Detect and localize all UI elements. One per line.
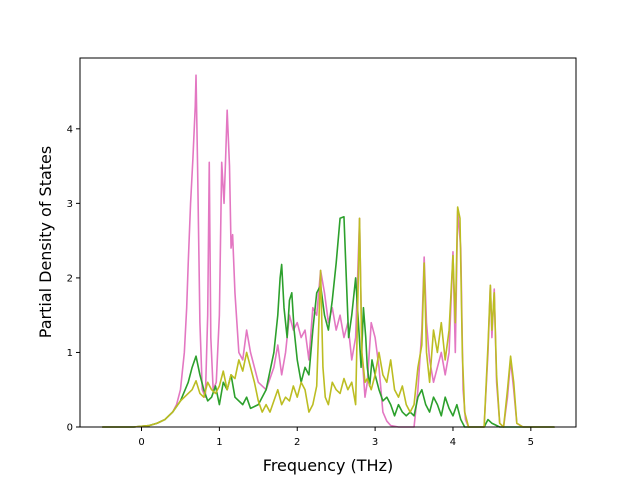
series-layer bbox=[101, 74, 555, 428]
y-tick-label: 3 bbox=[67, 199, 73, 210]
x-tick-label: 0 bbox=[138, 437, 144, 448]
x-tick-label: 2 bbox=[294, 437, 300, 448]
x-tick-label: 5 bbox=[528, 437, 534, 448]
series-line-3 bbox=[101, 206, 555, 428]
x-tick-label: 1 bbox=[216, 437, 222, 448]
y-tick-label: 0 bbox=[67, 423, 73, 434]
y-axis: 0 1 2 3 4 bbox=[67, 124, 80, 434]
x-tick-label: 3 bbox=[372, 437, 378, 448]
y-axis-label: Partial Density of States bbox=[36, 146, 55, 338]
x-tick-label: 4 bbox=[450, 437, 456, 448]
y-tick-label: 4 bbox=[67, 124, 73, 135]
y-tick-label: 1 bbox=[67, 348, 73, 359]
x-axis-label: Frequency (THz) bbox=[263, 456, 393, 475]
plot-frame bbox=[79, 57, 577, 428]
y-tick-label: 2 bbox=[67, 273, 73, 284]
x-axis: 0 1 2 3 4 5 bbox=[138, 427, 534, 448]
